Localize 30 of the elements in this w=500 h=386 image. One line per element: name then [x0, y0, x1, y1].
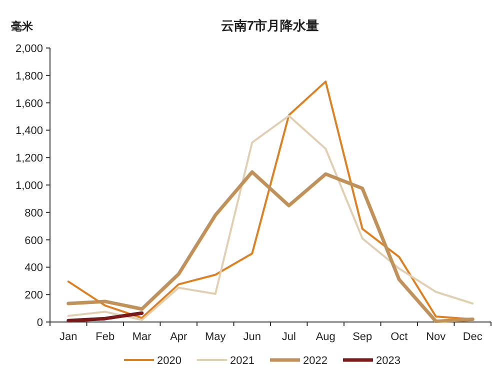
chart-title: 云南7市月降水量 [220, 18, 320, 33]
x-tick-label: Sep [352, 331, 372, 343]
y-tick-label: 1,800 [15, 70, 43, 82]
legend-label: 2023 [376, 355, 400, 367]
x-tick-label: Jul [282, 331, 296, 343]
x-tick-label: Mar [132, 331, 152, 343]
y-axis-title: 毫米 [11, 20, 34, 33]
y-tick-label: 1,000 [15, 180, 43, 192]
y-tick-label: 1,600 [15, 98, 43, 110]
x-tick-label: Apr [170, 331, 188, 343]
legend-label: 2021 [230, 355, 254, 367]
y-tick-label: 1,200 [15, 152, 43, 165]
x-tick-label: Jan [60, 331, 78, 343]
x-tick-label: Dec [462, 331, 483, 343]
line-series [66, 170, 474, 324]
x-tick-label: Oct [390, 331, 408, 343]
x-tick-label: Nov [426, 331, 446, 343]
x-tick-label: Jun [243, 331, 261, 343]
y-tick-label: 0 [36, 317, 43, 329]
x-tick-label: Aug [316, 331, 336, 343]
y-tick-label: 1,400 [15, 125, 43, 138]
legend-label: 2020 [157, 355, 182, 367]
x-tick-label: May [204, 331, 226, 343]
y-tick-label: 400 [24, 262, 43, 274]
y-tick-label: 200 [24, 290, 43, 302]
y-tick-label: 800 [24, 207, 43, 220]
legend-label: 2022 [303, 355, 328, 367]
y-tick-label: 600 [24, 234, 43, 247]
y-tick-label: 2,000 [15, 43, 43, 55]
x-tick-label: Feb [96, 331, 115, 343]
